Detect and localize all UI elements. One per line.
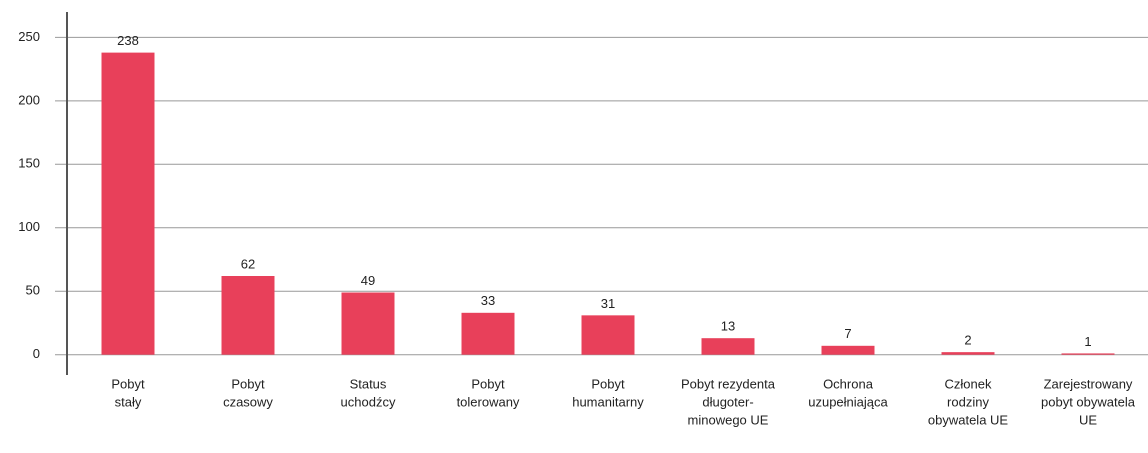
bar: [701, 338, 755, 355]
data-label: 33: [481, 293, 495, 308]
x-tick-label: minowego UE: [688, 412, 769, 427]
data-label: 13: [721, 319, 735, 334]
x-tick-label: Pobyt: [111, 376, 145, 391]
x-tick-label: Pobyt rezydenta: [681, 376, 776, 391]
y-tick-label: 0: [33, 346, 40, 361]
bar: [941, 352, 995, 355]
x-tick-label: rodziny: [947, 394, 989, 409]
x-tick-label: czasowy: [223, 394, 273, 409]
x-tick-label: długoter-: [702, 394, 753, 409]
bar: [341, 292, 395, 355]
y-tick-label: 50: [26, 283, 40, 298]
data-label: 2: [964, 333, 971, 348]
x-tick-label: obywatela UE: [928, 412, 1009, 427]
bar: [581, 315, 635, 355]
x-tick-label: pobyt obywatela: [1041, 394, 1136, 409]
x-tick-label: UE: [1079, 412, 1097, 427]
y-tick-label: 250: [18, 29, 40, 44]
y-tick-label: 100: [18, 219, 40, 234]
bar: [821, 345, 875, 355]
x-tick-label: Zarejestrowany: [1044, 376, 1133, 391]
x-tick-label: tolerowany: [457, 394, 520, 409]
y-tick-label: 150: [18, 156, 40, 171]
x-tick-label: stały: [115, 394, 142, 409]
x-tick-label: Status: [350, 376, 387, 391]
x-tick-label: uzupełniająca: [808, 394, 888, 409]
data-label: 1: [1084, 334, 1091, 349]
data-label: 49: [361, 273, 375, 288]
data-label: 62: [241, 256, 255, 271]
data-label: 238: [117, 33, 139, 48]
data-label: 31: [601, 296, 615, 311]
x-tick-label: Ochrona: [823, 376, 874, 391]
x-tick-label: Pobyt: [591, 376, 625, 391]
bar: [1061, 353, 1115, 355]
x-tick-label: Pobyt: [231, 376, 265, 391]
x-tick-label: uchodźcy: [341, 394, 396, 409]
bar: [101, 52, 155, 355]
bar: [461, 312, 515, 355]
bar: [221, 276, 275, 355]
x-tick-label: humanitarny: [572, 394, 644, 409]
x-tick-label: Pobyt: [471, 376, 505, 391]
x-tick-label: Członek: [945, 376, 992, 391]
data-label: 7: [844, 326, 851, 341]
y-tick-label: 200: [18, 92, 40, 107]
